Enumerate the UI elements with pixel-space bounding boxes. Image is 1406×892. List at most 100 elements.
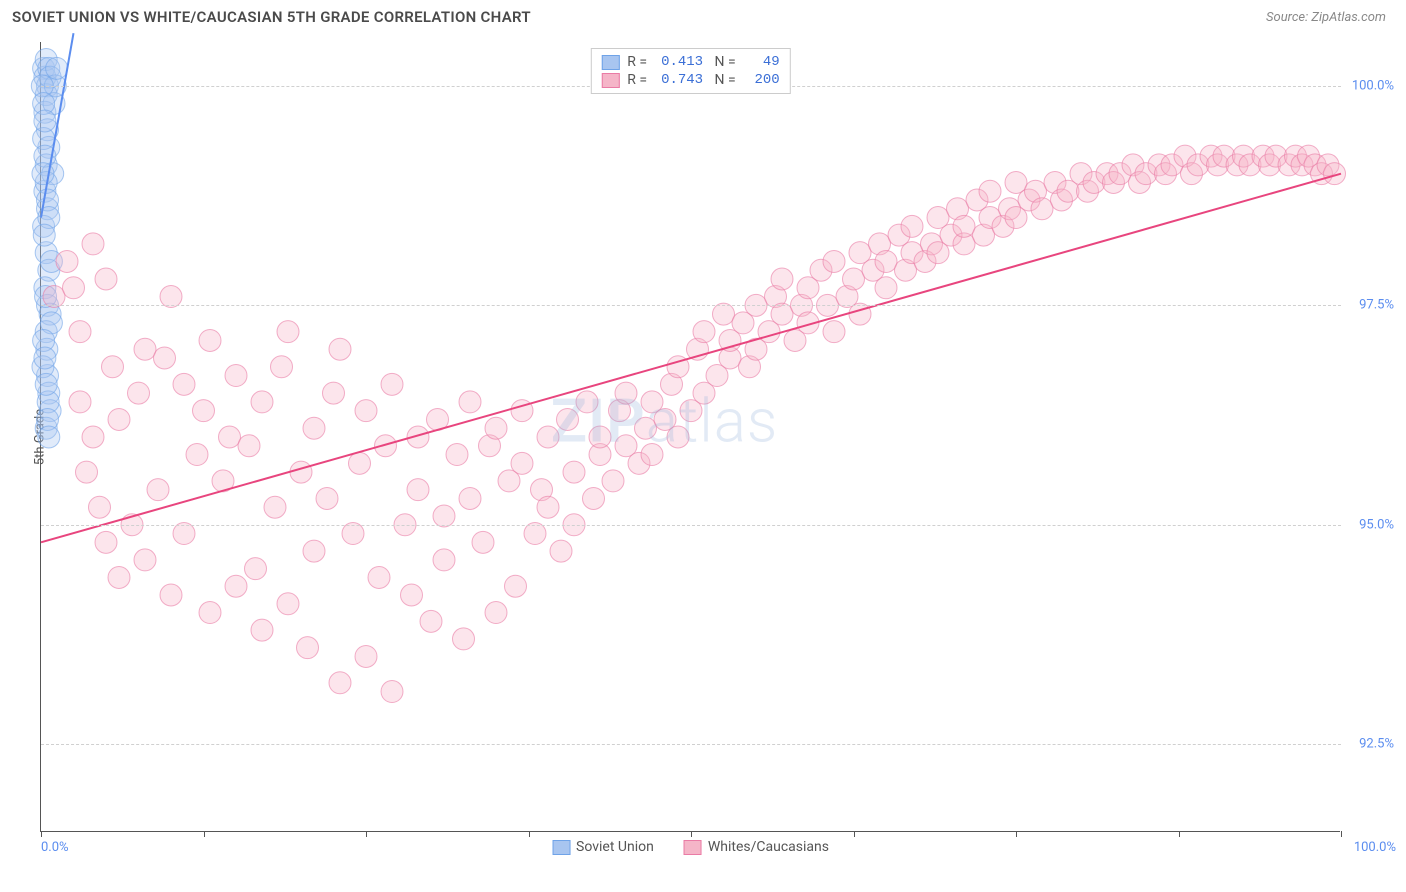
data-point [69, 321, 91, 343]
data-point [342, 523, 364, 545]
data-point [511, 452, 533, 474]
data-point [557, 408, 579, 430]
data-point [641, 444, 663, 466]
data-point [823, 321, 845, 343]
data-point [537, 426, 559, 448]
data-point [186, 444, 208, 466]
data-point [245, 558, 267, 580]
data-point [147, 479, 169, 501]
data-point [563, 461, 585, 483]
data-point [589, 426, 611, 448]
data-point [102, 356, 124, 378]
legend-row-white: R = 0.743 N = 200 [601, 71, 779, 89]
x-tick [1341, 831, 1342, 837]
data-point [134, 549, 156, 571]
data-point [329, 338, 351, 360]
data-point [108, 566, 130, 588]
data-point [160, 286, 182, 308]
data-point [290, 461, 312, 483]
data-point [953, 215, 975, 237]
chart-title: SOVIET UNION VS WHITE/CAUCASIAN 5TH GRAD… [12, 8, 531, 26]
data-point [583, 487, 605, 509]
y-tick-label: 100.0% [1344, 78, 1394, 93]
data-point [56, 250, 78, 272]
data-point [713, 303, 735, 325]
data-point [693, 321, 715, 343]
legend-r-value-soviet: 0.413 [655, 54, 703, 70]
data-point [199, 329, 221, 351]
data-point [329, 672, 351, 694]
data-point [225, 575, 247, 597]
x-max-label: 100.0% [1354, 840, 1396, 855]
legend-n-label: N = [711, 72, 736, 88]
legend-n-value-soviet: 49 [744, 54, 780, 70]
data-point [550, 540, 572, 562]
data-point [459, 391, 481, 413]
data-point [602, 470, 624, 492]
y-tick-label: 92.5% [1344, 737, 1394, 752]
legend-swatch-soviet [601, 55, 619, 70]
data-point [446, 444, 468, 466]
data-point [251, 391, 273, 413]
chart-container: 5th Grade ZIPatlas R = 0.413 N = 49 R = … [40, 42, 1396, 832]
series-legend: Soviet Union Whites/Caucasians [552, 839, 829, 855]
data-point [485, 602, 507, 624]
legend-swatch-white [601, 73, 619, 88]
data-point [401, 584, 423, 606]
y-tick-label: 95.0% [1344, 517, 1394, 532]
data-point [355, 645, 377, 667]
correlation-legend: R = 0.413 N = 49 R = 0.743 N = 200 [590, 48, 790, 94]
data-point [46, 57, 68, 79]
data-point [472, 531, 494, 553]
trend-line [41, 174, 1341, 543]
chart-source: Source: ZipAtlas.com [1266, 10, 1386, 25]
data-point [193, 400, 215, 422]
data-point [303, 417, 325, 439]
legend-n-value-white: 200 [744, 72, 780, 88]
legend-item-soviet: Soviet Union [552, 839, 654, 855]
data-point [38, 426, 60, 448]
data-point [82, 426, 104, 448]
data-point [355, 400, 377, 422]
data-point [407, 479, 429, 501]
data-point [95, 531, 117, 553]
data-point [89, 496, 111, 518]
data-point [173, 373, 195, 395]
data-point [349, 452, 371, 474]
data-point [108, 408, 130, 430]
data-point [771, 303, 793, 325]
data-point [154, 347, 176, 369]
plot-area: ZIPatlas R = 0.413 N = 49 R = 0.743 N = … [40, 42, 1340, 832]
x-tick [366, 831, 367, 837]
data-point [264, 496, 286, 518]
legend-item-white: Whites/Caucasians [684, 839, 829, 855]
data-point [316, 487, 338, 509]
data-point [823, 250, 845, 272]
y-tick-label: 97.5% [1344, 298, 1394, 313]
grid-line [41, 305, 1341, 306]
data-point [615, 382, 637, 404]
data-point [33, 224, 55, 246]
x-tick [41, 831, 42, 837]
data-point [849, 303, 871, 325]
data-point [453, 628, 475, 650]
data-point [128, 382, 150, 404]
data-point [875, 277, 897, 299]
data-point [635, 417, 657, 439]
data-point [63, 277, 85, 299]
data-point [271, 356, 293, 378]
data-point [69, 391, 91, 413]
x-tick [854, 831, 855, 837]
data-point [843, 268, 865, 290]
data-point [238, 435, 260, 457]
data-point [173, 523, 195, 545]
x-tick [691, 831, 692, 837]
data-point [95, 268, 117, 290]
legend-swatch-soviet-icon [552, 840, 570, 855]
data-point [303, 540, 325, 562]
data-point [381, 373, 403, 395]
data-point [34, 110, 56, 132]
data-point [1031, 198, 1053, 220]
legend-r-label: R = [627, 72, 647, 88]
data-point [277, 321, 299, 343]
